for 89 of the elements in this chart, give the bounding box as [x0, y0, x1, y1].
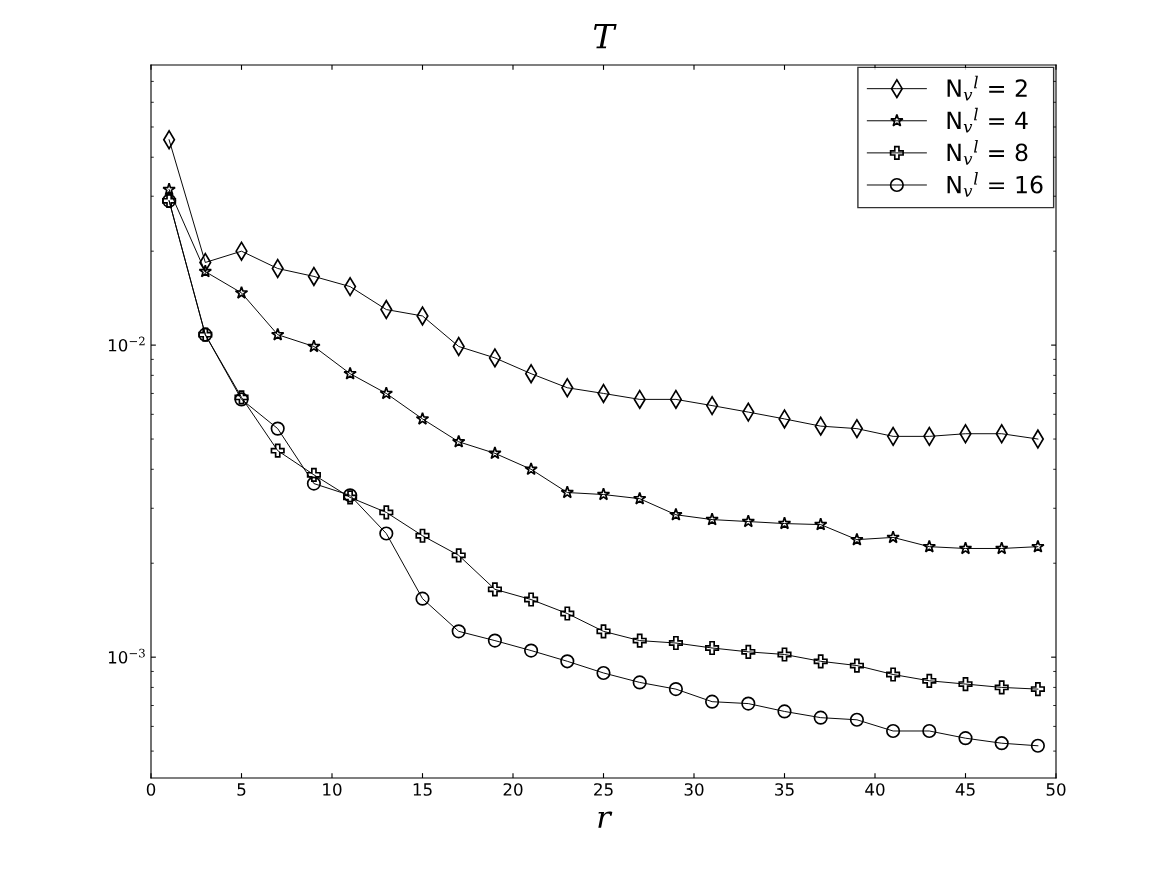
point	[1031, 429, 1045, 449]
point	[886, 530, 900, 544]
point	[886, 667, 901, 682]
x-tick-label: 20	[503, 783, 523, 796]
point	[632, 633, 647, 648]
point	[560, 606, 575, 621]
point	[849, 658, 864, 673]
point	[777, 516, 792, 530]
point	[886, 723, 901, 739]
point	[487, 633, 502, 648]
point	[777, 647, 792, 662]
point	[379, 526, 394, 541]
x-axis-title: r	[598, 811, 613, 828]
point	[994, 680, 1009, 695]
point	[632, 491, 647, 505]
point	[958, 676, 973, 692]
point	[306, 476, 321, 491]
point	[668, 635, 683, 651]
legend-label: N$_{v}$$^{l}$ = 8	[947, 139, 1028, 165]
point	[379, 386, 394, 400]
point	[451, 548, 466, 563]
point	[994, 736, 1009, 751]
legend-label: N$_{v}$$^{l}$ = 4	[947, 107, 1028, 133]
legend-label: N$_{v}$$^{l}$ = 16	[947, 172, 1043, 197]
point	[813, 710, 828, 725]
y-tick-label: 10$^{−3}$	[108, 648, 145, 664]
point	[198, 264, 213, 278]
x-tick-label: 30	[684, 783, 704, 796]
point	[596, 487, 611, 501]
point	[162, 130, 176, 150]
point	[451, 624, 466, 639]
point	[922, 539, 937, 553]
point	[850, 532, 864, 546]
point	[451, 434, 466, 448]
point	[487, 582, 502, 597]
point	[741, 644, 756, 659]
point	[596, 665, 611, 681]
x-tick-label: 45	[955, 783, 975, 796]
point	[488, 446, 502, 460]
point	[560, 654, 575, 669]
x-tick-label: 35	[775, 783, 794, 796]
point	[524, 592, 539, 607]
point	[1030, 682, 1045, 697]
point	[415, 591, 430, 606]
point	[234, 285, 249, 299]
point	[596, 624, 611, 639]
x-tick-label: 10	[323, 783, 342, 796]
x-tick-label: 25	[594, 783, 613, 796]
point	[922, 673, 937, 688]
point	[741, 514, 756, 528]
point	[705, 640, 720, 656]
point	[415, 528, 430, 543]
x-tick-label: 5	[237, 783, 246, 796]
point	[524, 643, 539, 658]
point	[813, 517, 828, 531]
point	[1030, 738, 1045, 753]
y-tick-label: 10$^{−2}$	[108, 336, 145, 352]
point	[922, 723, 937, 739]
x-tick-label: 40	[865, 783, 885, 796]
point	[705, 512, 719, 526]
point	[270, 327, 285, 341]
point	[958, 541, 973, 555]
point	[849, 712, 864, 727]
point	[741, 696, 756, 711]
point	[813, 654, 828, 669]
point	[1031, 539, 1045, 553]
point	[705, 694, 720, 709]
legend-label: N$_{v}$$^{l}$ = 2	[947, 75, 1027, 101]
point	[669, 507, 683, 521]
x-tick-label: 50	[1046, 783, 1066, 796]
x-tick-label: 15	[413, 783, 432, 796]
point	[306, 467, 321, 482]
point	[632, 675, 647, 690]
point	[777, 704, 792, 719]
x-tick-label: 0	[146, 783, 156, 796]
point	[270, 443, 285, 458]
point	[524, 462, 538, 476]
point	[560, 485, 575, 499]
point	[668, 682, 683, 697]
point	[162, 182, 176, 196]
point	[415, 411, 430, 425]
point	[488, 348, 502, 368]
point	[307, 339, 321, 353]
point	[379, 505, 394, 520]
point	[270, 421, 285, 436]
point	[994, 541, 1009, 555]
point	[343, 366, 357, 380]
point	[958, 731, 973, 746]
chart-title: T	[593, 24, 617, 49]
